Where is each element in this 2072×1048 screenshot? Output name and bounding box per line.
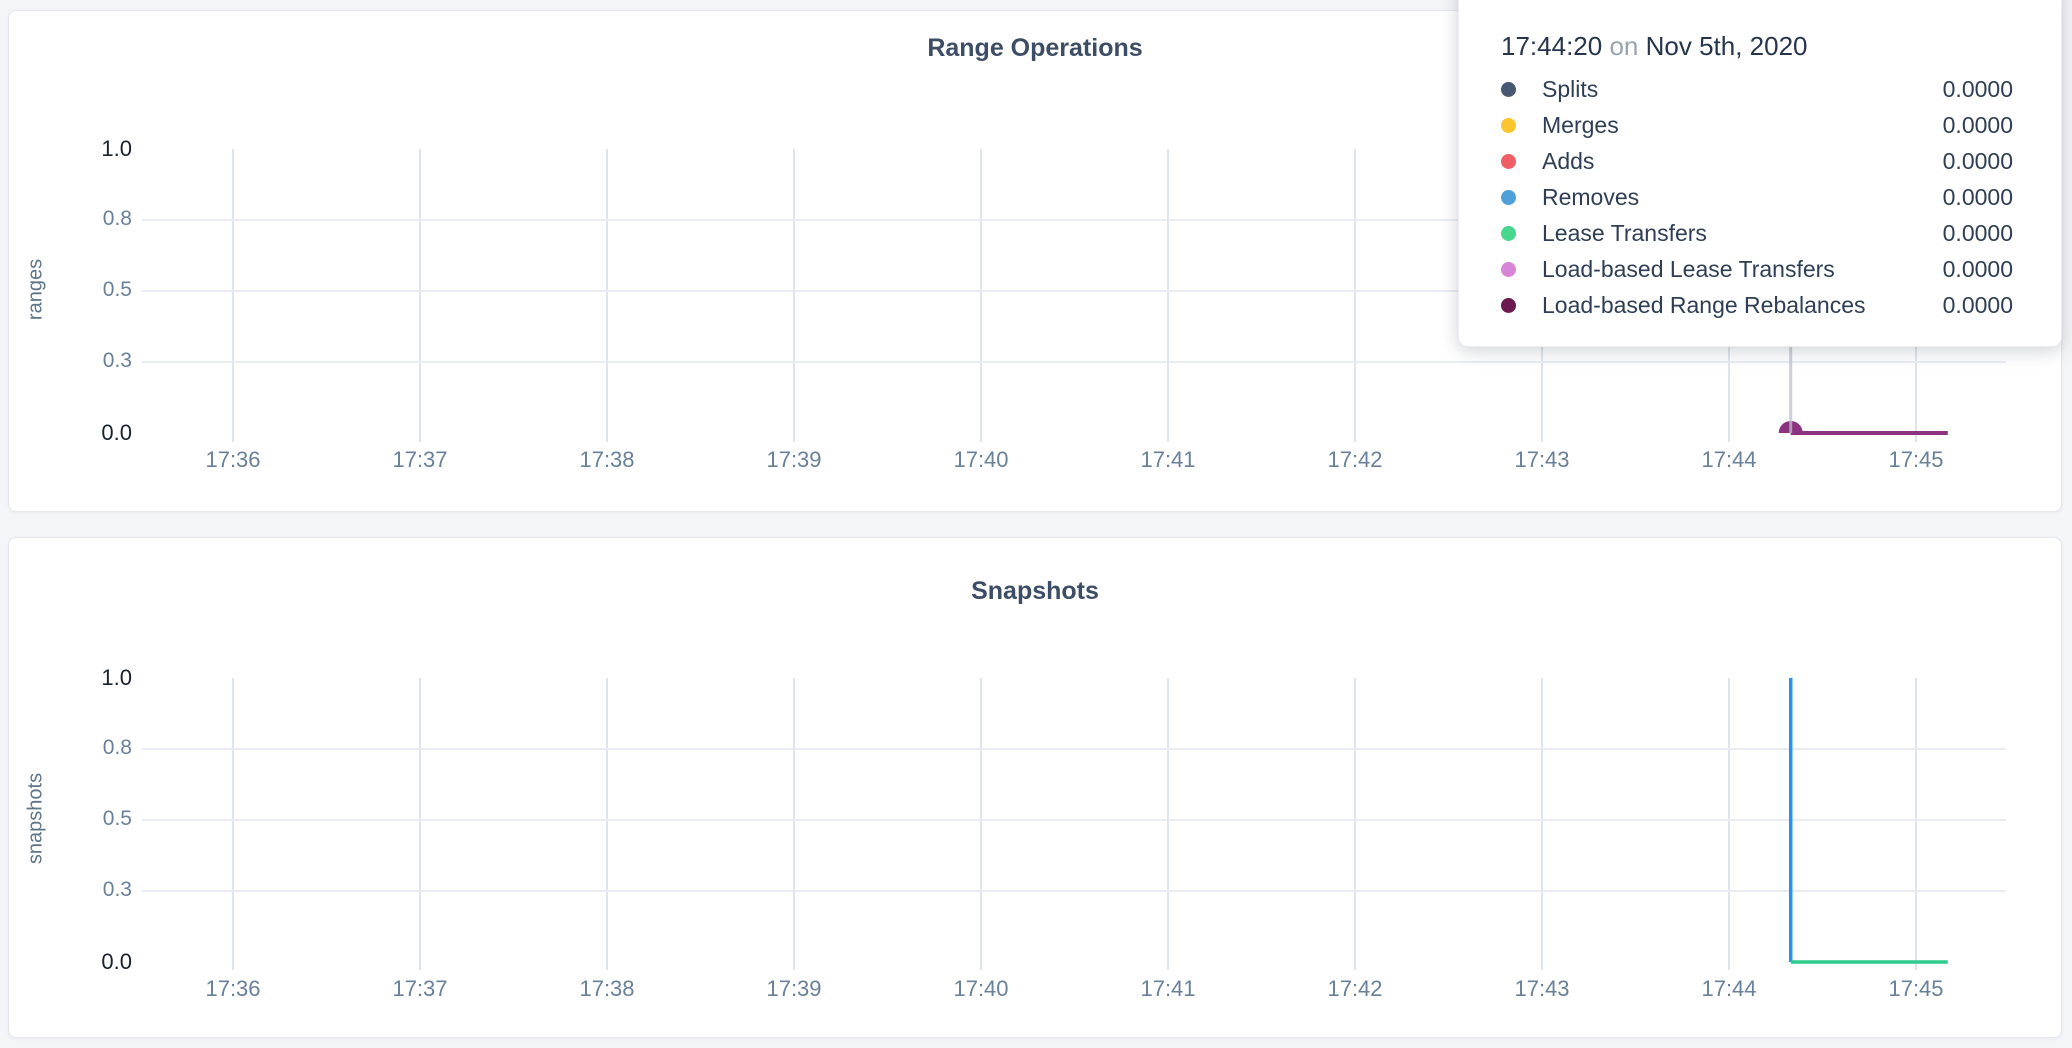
series-value: 0.0000 [1942,255,2013,282]
tooltip-timestamp: 17:44:20 on Nov 5th, 2020 [1501,29,2013,63]
snapshots-chart-card: Snapshots [8,537,2062,1038]
series-value: 0.0000 [1942,291,2013,318]
series-value: 0.0000 [1942,219,2013,246]
tooltip-legend-row: Splits 0.0000 [1501,71,2013,107]
series-color-dot [1501,225,1516,241]
series-label: Adds [1542,147,1595,174]
series-value: 0.0000 [1942,75,2013,102]
tooltip-legend-row: Lease Transfers 0.0000 [1501,215,2013,251]
series-color-dot [1501,153,1516,169]
series-label: Splits [1542,75,1599,102]
chart-title-snapshots: Snapshots [971,577,1099,605]
series-value: 0.0000 [1942,147,2013,174]
tooltip-date: Nov 5th, 2020 [1645,31,1808,61]
series-color-dot [1501,297,1516,313]
series-label: Removes [1542,183,1640,210]
tooltip-connector: on [1609,31,1639,61]
series-value: 0.0000 [1942,111,2013,138]
series-label: Load-based Range Rebalances [1542,291,1866,318]
tooltip-legend-row: Merges 0.0000 [1501,107,2013,143]
tooltip-legend-row: Adds 0.0000 [1501,143,2013,179]
tooltip-legend-list: Splits 0.0000 Merges 0.0000 Adds 0.0000 … [1501,71,2013,323]
series-color-dot [1501,189,1516,205]
series-label: Load-based Lease Transfers [1542,255,1835,282]
series-color-dot [1501,81,1516,97]
series-value: 0.0000 [1942,183,2013,210]
tooltip-time: 17:44:20 [1501,31,1603,61]
series-color-dot [1501,261,1516,277]
tooltip-legend-row: Load-based Range Rebalances 0.0000 [1501,287,2013,323]
chart-hover-tooltip: 17:44:20 on Nov 5th, 2020 Splits 0.0000 … [1458,0,2062,347]
chart-title-range-operations: Range Operations [927,34,1143,62]
tooltip-legend-row: Load-based Lease Transfers 0.0000 [1501,251,2013,287]
tooltip-legend-row: Removes 0.0000 [1501,179,2013,215]
series-label: Lease Transfers [1542,219,1707,246]
snapshots-plot-area[interactable] [142,676,2006,972]
series-color-dot [1501,117,1516,133]
series-label: Merges [1542,111,1619,138]
